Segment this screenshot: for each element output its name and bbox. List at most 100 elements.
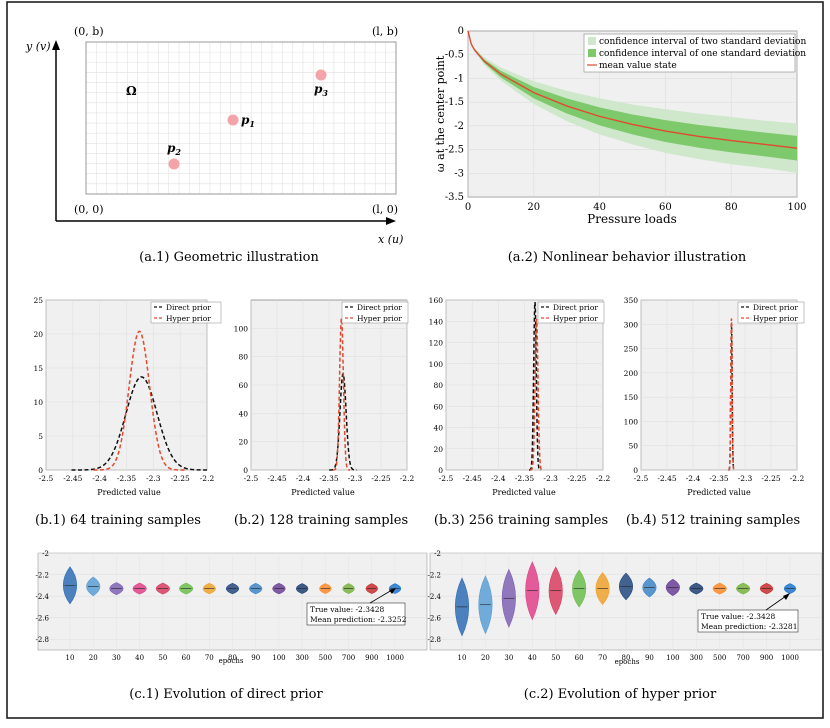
density-xlabel-4: Predicted value (687, 488, 751, 497)
annotation-box (306, 602, 406, 626)
point-p3 (315, 69, 327, 81)
x-tick-label: 40 (528, 654, 537, 662)
hyper-prior-curve (529, 318, 544, 471)
nonlinear-legend: confidence interval of two standard devi… (583, 33, 806, 73)
x-tick-label: 0 (465, 202, 471, 213)
y-tick-label: 80 (238, 353, 248, 362)
nonlinear-ticks: 0 20 40 60 80 100 0 -0.5 -1 -1.5 -2 -2.5 -3 -3.5 (445, 26, 807, 213)
x-tick-label: -2.4 (686, 474, 701, 483)
annotation-true-value: True value: -2.3428 (701, 612, 776, 621)
x-tick-label: -2.25 (567, 474, 586, 483)
x-tick-label: -2.3 (738, 474, 753, 483)
y-tick-label: 300 (624, 320, 639, 329)
caption-a1: (a.1) Geometric illustration (139, 250, 319, 265)
annotation-mean: Mean prediction: -2.3281 (701, 622, 797, 631)
x-tick-label: -2.2 (400, 474, 415, 483)
density-panel-4: -2.5 -2.45 -2.4 -2.35 -2.3 -2.25 -2.2 0 50 100 150… (624, 296, 805, 483)
figure-frame (6, 1, 824, 719)
x-tick-label: -2.4 (92, 474, 107, 483)
y-tick-label: 160 (429, 296, 444, 305)
x-tick-label: 500 (713, 654, 726, 662)
y-tick-label: 5 (38, 432, 43, 441)
caption-c2: (c.2) Evolution of hyper prior (524, 687, 717, 702)
violin-annotation-1: True value: -2.3428 Mean prediction: -2.… (306, 588, 407, 626)
corner-top-right: (l, b) (372, 25, 398, 38)
hyper-prior-curve (332, 318, 351, 471)
x-tick-label: -2.2 (596, 474, 611, 483)
y-tick-label: 120 (429, 339, 444, 348)
density-legend-4: Direct prior Hyper prior (737, 301, 805, 324)
annotation-true-value: True value: -2.3428 (310, 605, 385, 614)
density-legends: Direct prior Hyper prior Direct prior Hy… (150, 301, 805, 324)
density-legend-2: Direct prior Hyper prior (341, 301, 409, 324)
corner-top-left: (0, b) (74, 25, 104, 38)
corner-bottom-left: (0, 0) (74, 203, 104, 216)
y-tick-label: 20 (433, 445, 443, 454)
y-tick-label: -2.5 (445, 145, 464, 156)
mean-line (467, 30, 798, 149)
density-panel-2: -2.5 -2.45 -2.4 -2.35 -2.3 -2.25 -2.2 0 20 40 60 80… (234, 299, 415, 483)
x-tick-label: -2.5 (244, 474, 259, 483)
domain-label: Ω (126, 84, 137, 98)
x-tick-label: -2.25 (171, 474, 190, 483)
violin-labels: epochs epochs True value: -2.3428 Mean p… (129, 588, 799, 702)
y-tick-label: -2.4 (36, 593, 50, 601)
y-tick-label: -2 (434, 550, 441, 558)
caption-c1: (c.1) Evolution of direct prior (129, 687, 323, 702)
x-tick-label: 60 (659, 202, 672, 213)
y-tick-label: 150 (624, 393, 639, 402)
point-p2 (168, 158, 180, 170)
violin-panel-2: -2 -2.2 -2.4 -2.6 -2.8 10 20 30 40 50 60 70 80 90 100 3… (428, 550, 823, 662)
annotation-arrow (765, 595, 787, 611)
y-tick-label: 20 (238, 438, 248, 447)
x-tick-label: -2.45 (267, 474, 286, 483)
legend-one-sd: confidence interval of one standard devi… (599, 49, 806, 59)
x-tick-label: 20 (527, 202, 540, 213)
x-tick-label: -2.5 (39, 474, 54, 483)
geometric-illustration: y (v) x (u) (0, b) (l, b) (0, 0) (l, 0) … (25, 25, 403, 265)
x-tick-label: 40 (135, 654, 144, 662)
violin-xlabel-2: epochs (615, 658, 640, 666)
y-tick-label: -3.5 (445, 192, 464, 203)
x-tick-label: -2.35 (709, 474, 728, 483)
x-tick-label: -2.4 (491, 474, 506, 483)
y-axis-label: y (v) (25, 40, 51, 53)
y-tick-label: -1.5 (445, 97, 464, 108)
y-tick-label: 60 (238, 381, 248, 390)
density-xlabel-3: Predicted value (492, 488, 556, 497)
violin-annotation-2: True value: -2.3428 Mean prediction: -2.… (697, 593, 799, 633)
x-tick-label: 100 (272, 654, 285, 662)
y-tick-label: -2.4 (428, 593, 442, 601)
x-tick-label: 50 (158, 654, 167, 662)
point-p2-label: p2 (167, 141, 181, 157)
caption-b4: (b.4) 512 training samples (626, 513, 800, 528)
density-panel-3: -2.5 -2.45 -2.4 -2.35 -2.3 -2.25 -2.2 0 20 40 60 80… (429, 296, 611, 483)
y-tick-label: -2.6 (36, 615, 50, 623)
x-tick-label: 500 (319, 654, 332, 662)
legend-box (583, 33, 796, 73)
legend-direct: Direct prior (553, 303, 598, 312)
y-tick-label: 0 (458, 26, 464, 37)
x-tick-label: -2.45 (63, 474, 82, 483)
x-tick-label: 60 (575, 654, 584, 662)
x-tick-label: 900 (760, 654, 773, 662)
y-tick-label: -2 (454, 121, 464, 132)
x-tick-label: 40 (593, 202, 606, 213)
x-tick-label: 30 (504, 654, 513, 662)
x-tick-label: 50 (551, 654, 560, 662)
x-tick-label: -2.5 (634, 474, 649, 483)
legend-direct: Direct prior (166, 303, 211, 312)
x-tick-label: -2.2 (200, 474, 215, 483)
x-tick-label: 60 (182, 654, 191, 662)
x-tick-label: -2.35 (319, 474, 338, 483)
y-tick-label: 40 (238, 409, 248, 418)
y-tick-label: -3 (454, 168, 464, 179)
y-tick-label: -2.6 (428, 615, 442, 623)
density-xlabels: Predicted value Predicted value Predicte… (97, 488, 751, 497)
x-tick-label: 70 (205, 654, 214, 662)
y-tick-label: -2.8 (36, 636, 50, 644)
caption-b1: (b.1) 64 training samples (35, 513, 201, 528)
nonlinear-ylabel: ω at the center point (434, 55, 447, 172)
x-tick-label: 300 (690, 654, 703, 662)
y-tick-label: 350 (624, 296, 639, 305)
